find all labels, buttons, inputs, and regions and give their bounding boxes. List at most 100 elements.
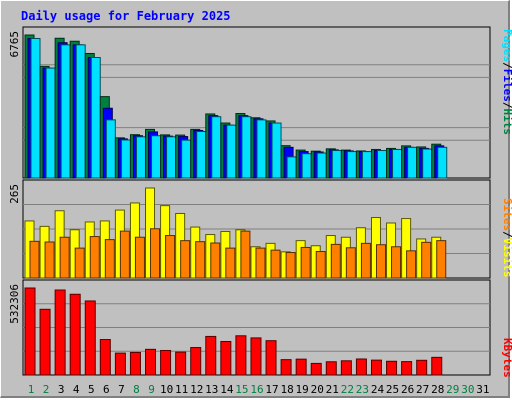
kbytes-bar-kbytes-day-12: [190, 347, 202, 376]
hits-files-pages-bar-pages-day-26: [407, 146, 418, 179]
visits-sites-bar-sites-day-16: [255, 247, 266, 279]
hits-files-pages-bar-pages-day-18: [286, 156, 297, 179]
x-tick-label-day-20: 20: [311, 383, 324, 396]
kbytes-bar-kbytes-day-27: [416, 359, 428, 376]
hits-files-pages-bar-pages-day-22: [346, 151, 357, 179]
x-tick-label-day-2: 2: [43, 383, 50, 396]
legend-sites: Sites: [501, 198, 512, 231]
kbytes-bar-kbytes-day-28: [431, 356, 443, 376]
x-tick-label-day-1: 1: [28, 383, 35, 396]
visits-sites-bar-sites-day-5: [89, 236, 100, 279]
hits-files-pages-bar-pages-day-9: [151, 135, 162, 179]
visits-sites-bar-sites-day-17: [270, 249, 281, 279]
visits-sites-bar-sites-day-26: [406, 250, 417, 279]
visits-sites-bar-sites-day-18: [285, 252, 296, 279]
kbytes-bar-kbytes-day-2: [39, 308, 51, 376]
x-tick-label-day-10: 10: [160, 383, 173, 396]
hits-files-pages-legend-label: Pages/Files/Hits: [501, 29, 512, 135]
visits-sites-bar-sites-day-14: [225, 247, 236, 279]
x-tick-label-day-4: 4: [73, 383, 80, 396]
legend-pages: Pages: [501, 29, 512, 62]
kbytes-bar-kbytes-day-19: [295, 358, 307, 376]
visits-sites-bar-sites-day-10: [165, 235, 176, 279]
hits-files-pages-bar-pages-day-4: [75, 44, 86, 179]
x-tick-label-day-15: 15: [235, 383, 248, 396]
visits-sites-bar-sites-day-2: [44, 241, 55, 279]
x-tick-label-day-14: 14: [220, 383, 234, 396]
x-tick-label-day-7: 7: [118, 383, 125, 396]
visits-sites-ytick-label: 265: [8, 184, 21, 204]
visits-sites-bar-sites-day-19: [300, 246, 311, 279]
kbytes-bar-kbytes-day-8: [129, 351, 141, 376]
visits-sites-bar-sites-day-12: [195, 241, 206, 279]
kbytes-bar-kbytes-day-4: [69, 293, 81, 376]
x-tick-label-day-12: 12: [190, 383, 203, 396]
hits-files-pages-bar-pages-day-5: [90, 57, 101, 179]
x-tick-label-day-17: 17: [265, 383, 278, 396]
hits-files-pages-bar-pages-day-11: [181, 139, 192, 179]
visits-sites-bar-sites-day-20: [315, 251, 326, 279]
hits-files-pages-bar-pages-day-3: [60, 44, 71, 179]
hits-files-pages-bar-pages-day-16: [256, 119, 267, 179]
kbytes-bar-kbytes-day-24: [370, 359, 382, 376]
hits-files-pages-bar-pages-day-2: [45, 67, 56, 179]
x-tick-label-day-11: 11: [175, 383, 188, 396]
kbytes-bar-kbytes-day-20: [310, 362, 322, 376]
x-tick-label-day-18: 18: [280, 383, 293, 396]
hits-files-pages-bar-pages-day-19: [301, 153, 312, 179]
hits-files-pages-bar-pages-day-12: [196, 130, 207, 179]
legend-hits: Hits: [501, 109, 512, 136]
hits-files-pages-bar-pages-day-23: [361, 151, 372, 179]
chart-title: Daily usage for February 2025: [21, 9, 231, 23]
hits-files-pages-bar-pages-day-6: [105, 119, 116, 179]
legend-files: Files: [501, 69, 512, 102]
hits-files-pages-bar-pages-day-1: [30, 37, 41, 179]
kbytes-bar-kbytes-day-17: [265, 340, 277, 376]
visits-sites-legend-label: Sites/Visits: [501, 198, 512, 278]
visits-sites-bar-sites-day-22: [345, 247, 356, 279]
x-tick-label-day-28: 28: [431, 383, 444, 396]
kbytes-bar-kbytes-day-10: [160, 349, 172, 376]
kbytes-legend-label: KBytes: [501, 338, 512, 378]
x-tick-label-day-30: 30: [461, 383, 474, 396]
legend-slash: /: [501, 62, 512, 69]
kbytes-bar-kbytes-day-22: [340, 360, 352, 376]
x-tick-label-day-27: 27: [416, 383, 429, 396]
kbytes-bar-kbytes-day-9: [145, 348, 157, 376]
hits-files-pages-bar-pages-day-15: [241, 116, 252, 179]
x-tick-label-day-23: 23: [356, 383, 369, 396]
hits-files-pages-bar-pages-day-7: [120, 139, 131, 179]
hits-files-pages-bar-pages-day-20: [316, 152, 327, 179]
legend-slash: /: [501, 102, 512, 109]
x-tick-label-day-5: 5: [88, 383, 95, 396]
kbytes-bar-kbytes-day-1: [24, 287, 36, 376]
hits-files-pages-bar-pages-day-13: [211, 116, 222, 179]
legend-visits: Visits: [501, 238, 512, 278]
kbytes-bar-kbytes-day-26: [401, 361, 413, 376]
kbytes-bar-kbytes-day-15: [235, 335, 247, 376]
kbytes-bar-kbytes-day-5: [84, 300, 96, 376]
x-tick-label-day-31: 31: [476, 383, 489, 396]
x-tick-label-day-13: 13: [205, 383, 218, 396]
x-tick-label-day-8: 8: [133, 383, 140, 396]
hits-files-pages-bar-pages-day-21: [331, 150, 342, 179]
hits-files-pages-bar-pages-day-8: [135, 136, 146, 179]
x-tick-label-day-6: 6: [103, 383, 110, 396]
kbytes-bar-kbytes-day-18: [280, 359, 292, 376]
kbytes-bar-kbytes-day-6: [99, 339, 111, 376]
hits-files-pages-ytick-label: 6765: [8, 31, 21, 58]
x-tick-label-day-19: 19: [296, 383, 309, 396]
visits-sites-bar-sites-day-13: [210, 242, 221, 279]
visits-sites-bar-sites-day-1: [29, 240, 40, 279]
kbytes-bar-kbytes-day-21: [325, 361, 337, 376]
kbytes-ytick-label: 532306: [8, 284, 21, 324]
legend-slash: /: [501, 231, 512, 238]
visits-sites-bar-sites-day-28: [436, 240, 447, 279]
hits-files-pages-bar-pages-day-14: [226, 124, 237, 179]
visits-sites-bar-sites-day-8: [134, 236, 145, 279]
x-tick-label-day-24: 24: [371, 383, 385, 396]
visits-sites-bar-sites-day-23: [360, 242, 371, 279]
visits-sites-bar-sites-day-3: [59, 236, 70, 279]
hits-files-pages-bar-pages-day-25: [392, 148, 403, 179]
